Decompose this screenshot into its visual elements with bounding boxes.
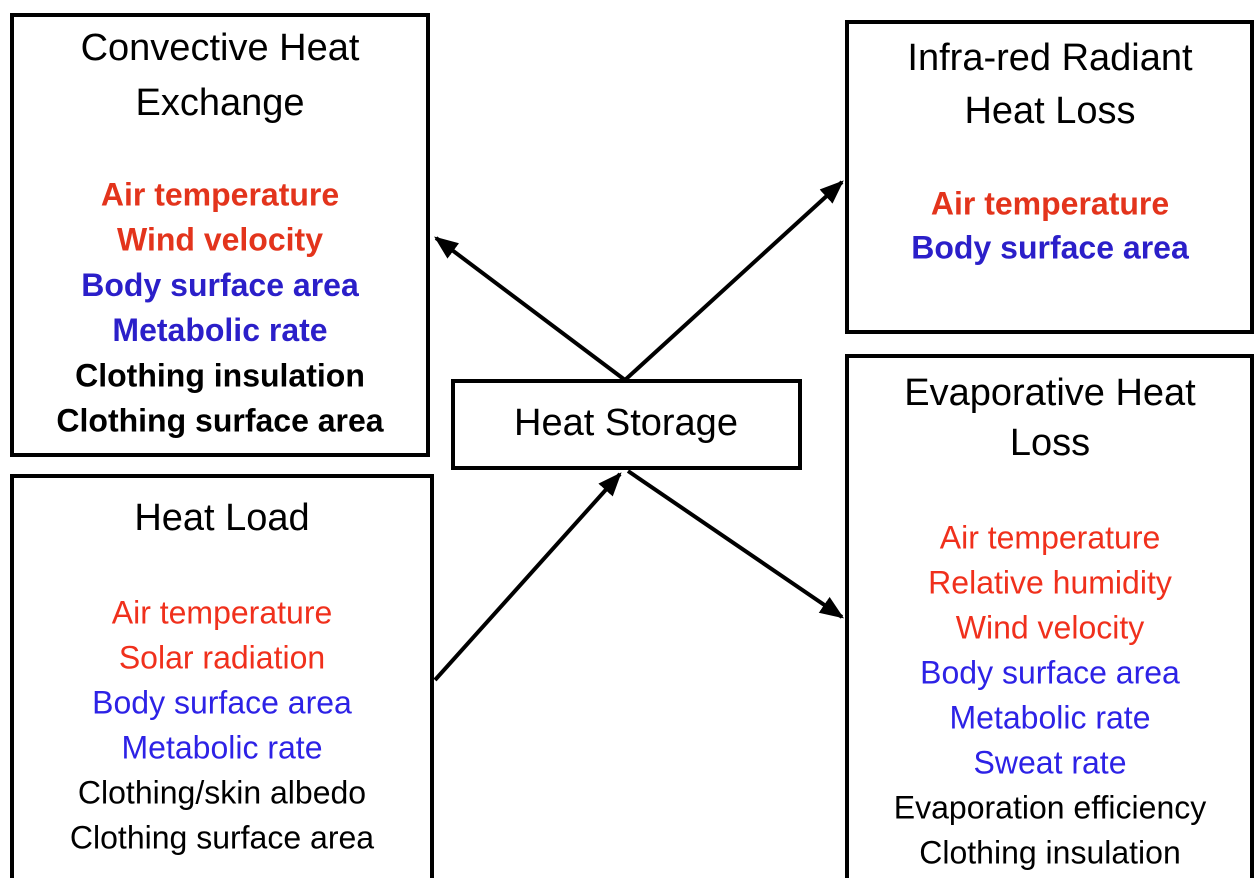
node-title: Heat Loss [964,90,1135,132]
node-title: Evaporative Heat [904,372,1196,414]
node-item: Metabolic rate [122,729,323,765]
node-title: Infra-red Radiant [907,37,1193,79]
arrow [434,236,627,382]
node-item: Body surface area [920,654,1180,690]
node-item: Evaporation efficiency [894,789,1206,825]
node-item: Air temperature [112,594,333,630]
arrow [433,472,622,682]
node-title: Heat Load [134,497,309,539]
labels: Convective Heat Exchange Air temperature Wi… [56,27,1206,870]
radiant-box [845,20,1254,334]
node-item: Relative humidity [928,564,1172,600]
node-item: Wind velocity [956,609,1145,645]
node-item: Clothing surface area [70,819,374,855]
heat-storage-box [451,379,802,470]
node-item: Sweat rate [974,744,1127,780]
evaporative-box [845,354,1254,878]
node-item: Body surface area [92,684,352,720]
node-item: Clothing surface area [56,402,383,438]
node-title: Heat Storage [514,402,738,444]
node-title: Loss [1010,422,1090,464]
node-item: Air temperature [940,519,1161,555]
node-item: Air temperature [101,176,339,212]
node-title: Exchange [135,82,304,124]
arrow [626,469,844,619]
node-title: Convective Heat [81,27,360,69]
node-item: Clothing/skin albedo [78,774,366,810]
node-item: Clothing insulation [75,357,365,393]
node-item: Body surface area [911,229,1189,265]
node-item: Clothing insulation [919,834,1181,870]
node-item: Body surface area [81,267,359,303]
node-item: Air temperature [931,185,1169,221]
node-item: Metabolic rate [950,699,1151,735]
convective-box [10,13,430,457]
heat-load-box [10,474,434,878]
node-item: Wind velocity [117,222,323,258]
node-item: Metabolic rate [112,312,327,348]
arrow [623,180,844,382]
node-item: Solar radiation [119,639,325,675]
